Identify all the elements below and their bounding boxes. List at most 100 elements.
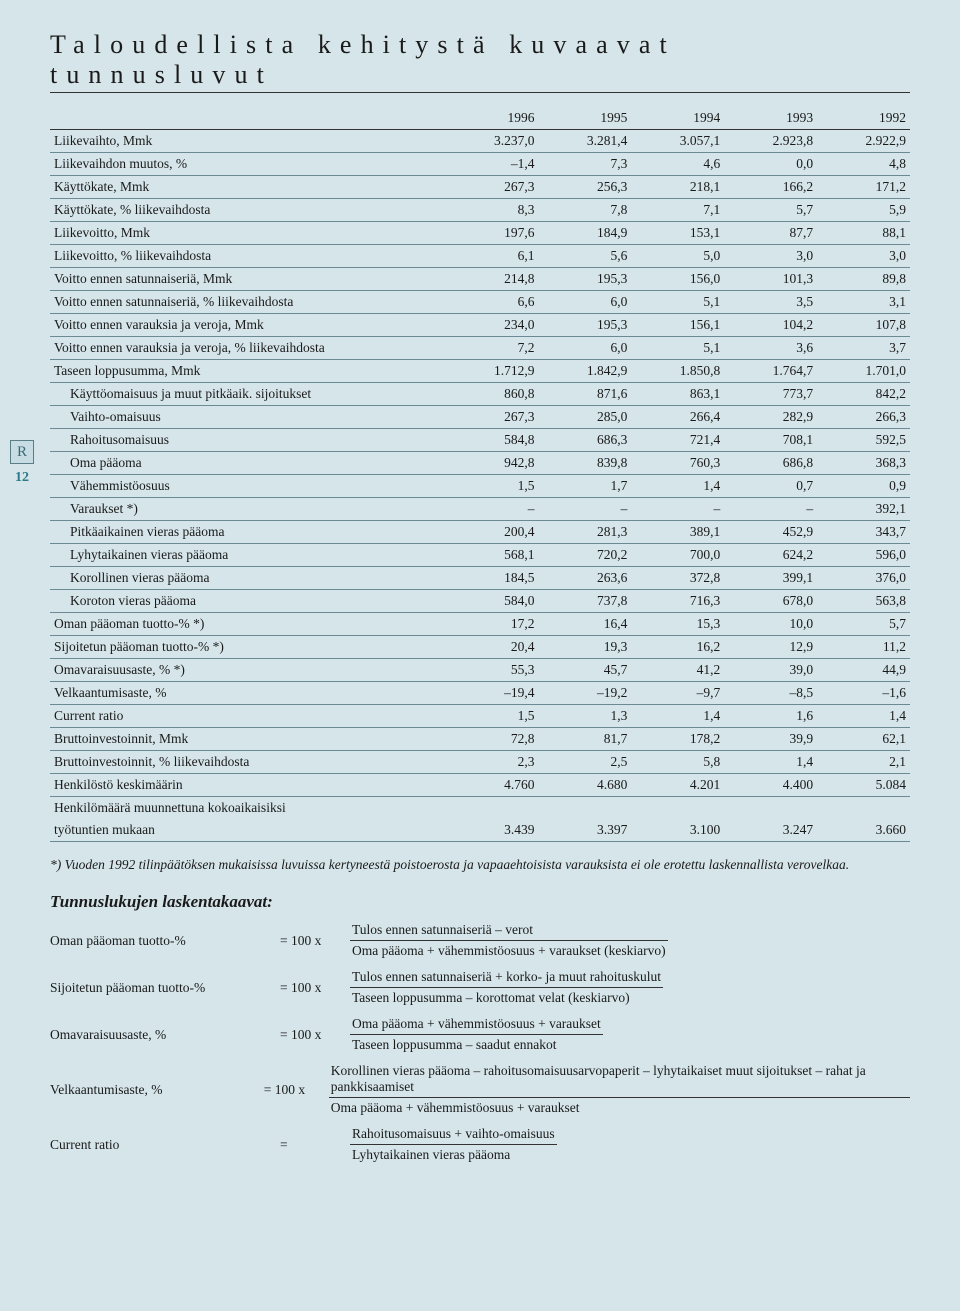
row-label: Varaukset *) <box>50 498 446 521</box>
cell-value <box>631 797 724 820</box>
table-row: Lyhytaikainen vieras pääoma568,1720,2700… <box>50 544 910 567</box>
cell-value: 39,0 <box>724 659 817 682</box>
cell-value: 282,9 <box>724 406 817 429</box>
cell-value: 101,3 <box>724 268 817 291</box>
cell-value: 5,0 <box>631 245 724 268</box>
table-row: Käyttökate, Mmk267,3256,3218,1166,2171,2 <box>50 176 910 199</box>
cell-value: 3.057,1 <box>631 130 724 153</box>
row-label: Taseen loppusumma, Mmk <box>50 360 446 383</box>
cell-value: 281,3 <box>538 521 631 544</box>
row-label: Bruttoinvestoinnit, % liikevaihdosta <box>50 751 446 774</box>
cell-value: 0,0 <box>724 153 817 176</box>
row-label: Vaihto-omaisuus <box>50 406 446 429</box>
cell-value: 81,7 <box>538 728 631 751</box>
cell-value: 592,5 <box>817 429 910 452</box>
cell-value: 720,2 <box>538 544 631 567</box>
table-row: Vaihto-omaisuus267,3285,0266,4282,9266,3 <box>50 406 910 429</box>
cell-value: 88,1 <box>817 222 910 245</box>
formula-equals: = 100 x <box>264 1082 329 1098</box>
row-label: Voitto ennen satunnaiseriä, Mmk <box>50 268 446 291</box>
cell-value: 2.923,8 <box>724 130 817 153</box>
cell-value: 2,1 <box>817 751 910 774</box>
cell-value <box>446 797 539 820</box>
row-label: Velkaantumisaste, % <box>50 682 446 705</box>
row-label: Oma pääoma <box>50 452 446 475</box>
cell-value: 184,9 <box>538 222 631 245</box>
formula-numerator: Korollinen vieras pääoma – rahoitusomais… <box>329 1063 910 1098</box>
page-sidebar: R 12 <box>8 440 36 486</box>
cell-value: 256,3 <box>538 176 631 199</box>
cell-value <box>817 797 910 820</box>
cell-value: 16,4 <box>538 613 631 636</box>
row-label: Voitto ennen satunnaiseriä, % liikevaihd… <box>50 291 446 314</box>
cell-value: 267,3 <box>446 176 539 199</box>
header-year: 1994 <box>631 107 724 130</box>
table-row: Koroton vieras pääoma584,0737,8716,3678,… <box>50 590 910 613</box>
cell-value: 4,6 <box>631 153 724 176</box>
cell-value: –19,4 <box>446 682 539 705</box>
formula-numerator: Rahoitusomaisuus + vaihto-omaisuus <box>350 1126 557 1145</box>
header-year: 1993 <box>724 107 817 130</box>
cell-value: 178,2 <box>631 728 724 751</box>
table-row: Rahoitusomaisuus584,8686,3721,4708,1592,… <box>50 429 910 452</box>
cell-value: 6,1 <box>446 245 539 268</box>
row-label: Koroton vieras pääoma <box>50 590 446 613</box>
cell-value: 3.237,0 <box>446 130 539 153</box>
formula-fraction: Tulos ennen satunnaiseriä – verotOma pää… <box>350 922 668 959</box>
cell-value: 4.760 <box>446 774 539 797</box>
cell-value: 45,7 <box>538 659 631 682</box>
cell-value: 678,0 <box>724 590 817 613</box>
cell-value: 1,4 <box>817 705 910 728</box>
cell-value: 596,0 <box>817 544 910 567</box>
row-label: Käyttöomaisuus ja muut pitkäaik. sijoitu… <box>50 383 446 406</box>
formula-numerator: Oma pääoma + vähemmistöosuus + varaukset <box>350 1016 603 1035</box>
table-row: Oma pääoma942,8839,8760,3686,8368,3 <box>50 452 910 475</box>
cell-value: 5.084 <box>817 774 910 797</box>
table-row: Voitto ennen varauksia ja veroja, Mmk234… <box>50 314 910 337</box>
cell-value: 942,8 <box>446 452 539 475</box>
cell-value: 2,5 <box>538 751 631 774</box>
cell-value: 1.764,7 <box>724 360 817 383</box>
cell-value: – <box>446 498 539 521</box>
cell-value: 17,2 <box>446 613 539 636</box>
table-row: työtuntien mukaan3.4393.3973.1003.2473.6… <box>50 819 910 842</box>
cell-value: 760,3 <box>631 452 724 475</box>
cell-value: 737,8 <box>538 590 631 613</box>
row-label: Rahoitusomaisuus <box>50 429 446 452</box>
cell-value: 39,9 <box>724 728 817 751</box>
cell-value: 839,8 <box>538 452 631 475</box>
formula-row: Omavaraisuusaste, %= 100 xOma pääoma + v… <box>50 1016 910 1053</box>
cell-value: –1,4 <box>446 153 539 176</box>
header-year: 1996 <box>446 107 539 130</box>
table-row: Vähemmistöosuus1,51,71,40,70,9 <box>50 475 910 498</box>
financial-table: 1996 1995 1994 1993 1992 Liikevaihto, Mm… <box>50 107 910 842</box>
cell-value: – <box>631 498 724 521</box>
page-title: Taloudellista kehitystä kuvaavat tunnusl… <box>50 30 910 93</box>
table-row: Liikevoitto, % liikevaihdosta6,15,65,03,… <box>50 245 910 268</box>
cell-value: 4.680 <box>538 774 631 797</box>
cell-value: 1,6 <box>724 705 817 728</box>
cell-value: 376,0 <box>817 567 910 590</box>
cell-value: 773,7 <box>724 383 817 406</box>
row-label: Oman pääoman tuotto-% *) <box>50 613 446 636</box>
cell-value: 584,8 <box>446 429 539 452</box>
cell-value: 266,3 <box>817 406 910 429</box>
cell-value: 563,8 <box>817 590 910 613</box>
table-row: Käyttökate, % liikevaihdosta8,37,87,15,7… <box>50 199 910 222</box>
cell-value: –9,7 <box>631 682 724 705</box>
cell-value: 1,3 <box>538 705 631 728</box>
cell-value: 5,1 <box>631 291 724 314</box>
cell-value: 195,3 <box>538 314 631 337</box>
formula-fraction: Korollinen vieras pääoma – rahoitusomais… <box>329 1063 910 1116</box>
cell-value: 5,7 <box>817 613 910 636</box>
cell-value: 166,2 <box>724 176 817 199</box>
cell-value: 368,3 <box>817 452 910 475</box>
formula-equals: = 100 x <box>280 980 350 996</box>
cell-value: 5,1 <box>631 337 724 360</box>
cell-value: 3,5 <box>724 291 817 314</box>
cell-value: 584,0 <box>446 590 539 613</box>
formula-denominator: Lyhytaikainen vieras pääoma <box>350 1145 557 1163</box>
cell-value: 285,0 <box>538 406 631 429</box>
logo-icon: R <box>10 440 34 464</box>
cell-value: 72,8 <box>446 728 539 751</box>
